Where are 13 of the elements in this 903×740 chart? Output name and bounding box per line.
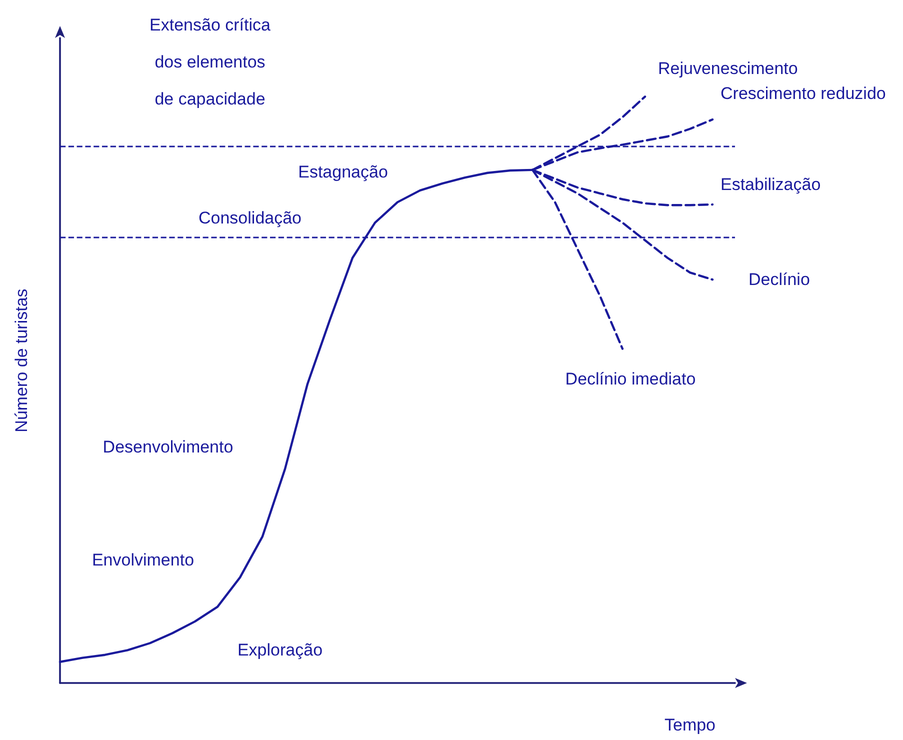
annotation: Extensão crítica dos elementos de capacidade: [150, 16, 272, 108]
series-label: Estabilização: [720, 175, 821, 194]
annotation: Estagnação: [298, 162, 388, 182]
text: Declínio: [748, 270, 810, 290]
annotation: Desenvolvimento: [102, 438, 234, 456]
annotation: Envolvimento: [92, 550, 194, 570]
series-label: Crescimento reduzido: [720, 84, 886, 104]
annotation: Exploração: [237, 640, 323, 660]
annotation: Consolidação: [198, 208, 302, 228]
series-label: Declínio imediato: [565, 369, 696, 388]
series-label: Rejuvenescimento: [658, 59, 798, 78]
y-axis-title: Número de turistas: [12, 288, 31, 432]
x-axis-title: Tempo: [664, 716, 716, 734]
